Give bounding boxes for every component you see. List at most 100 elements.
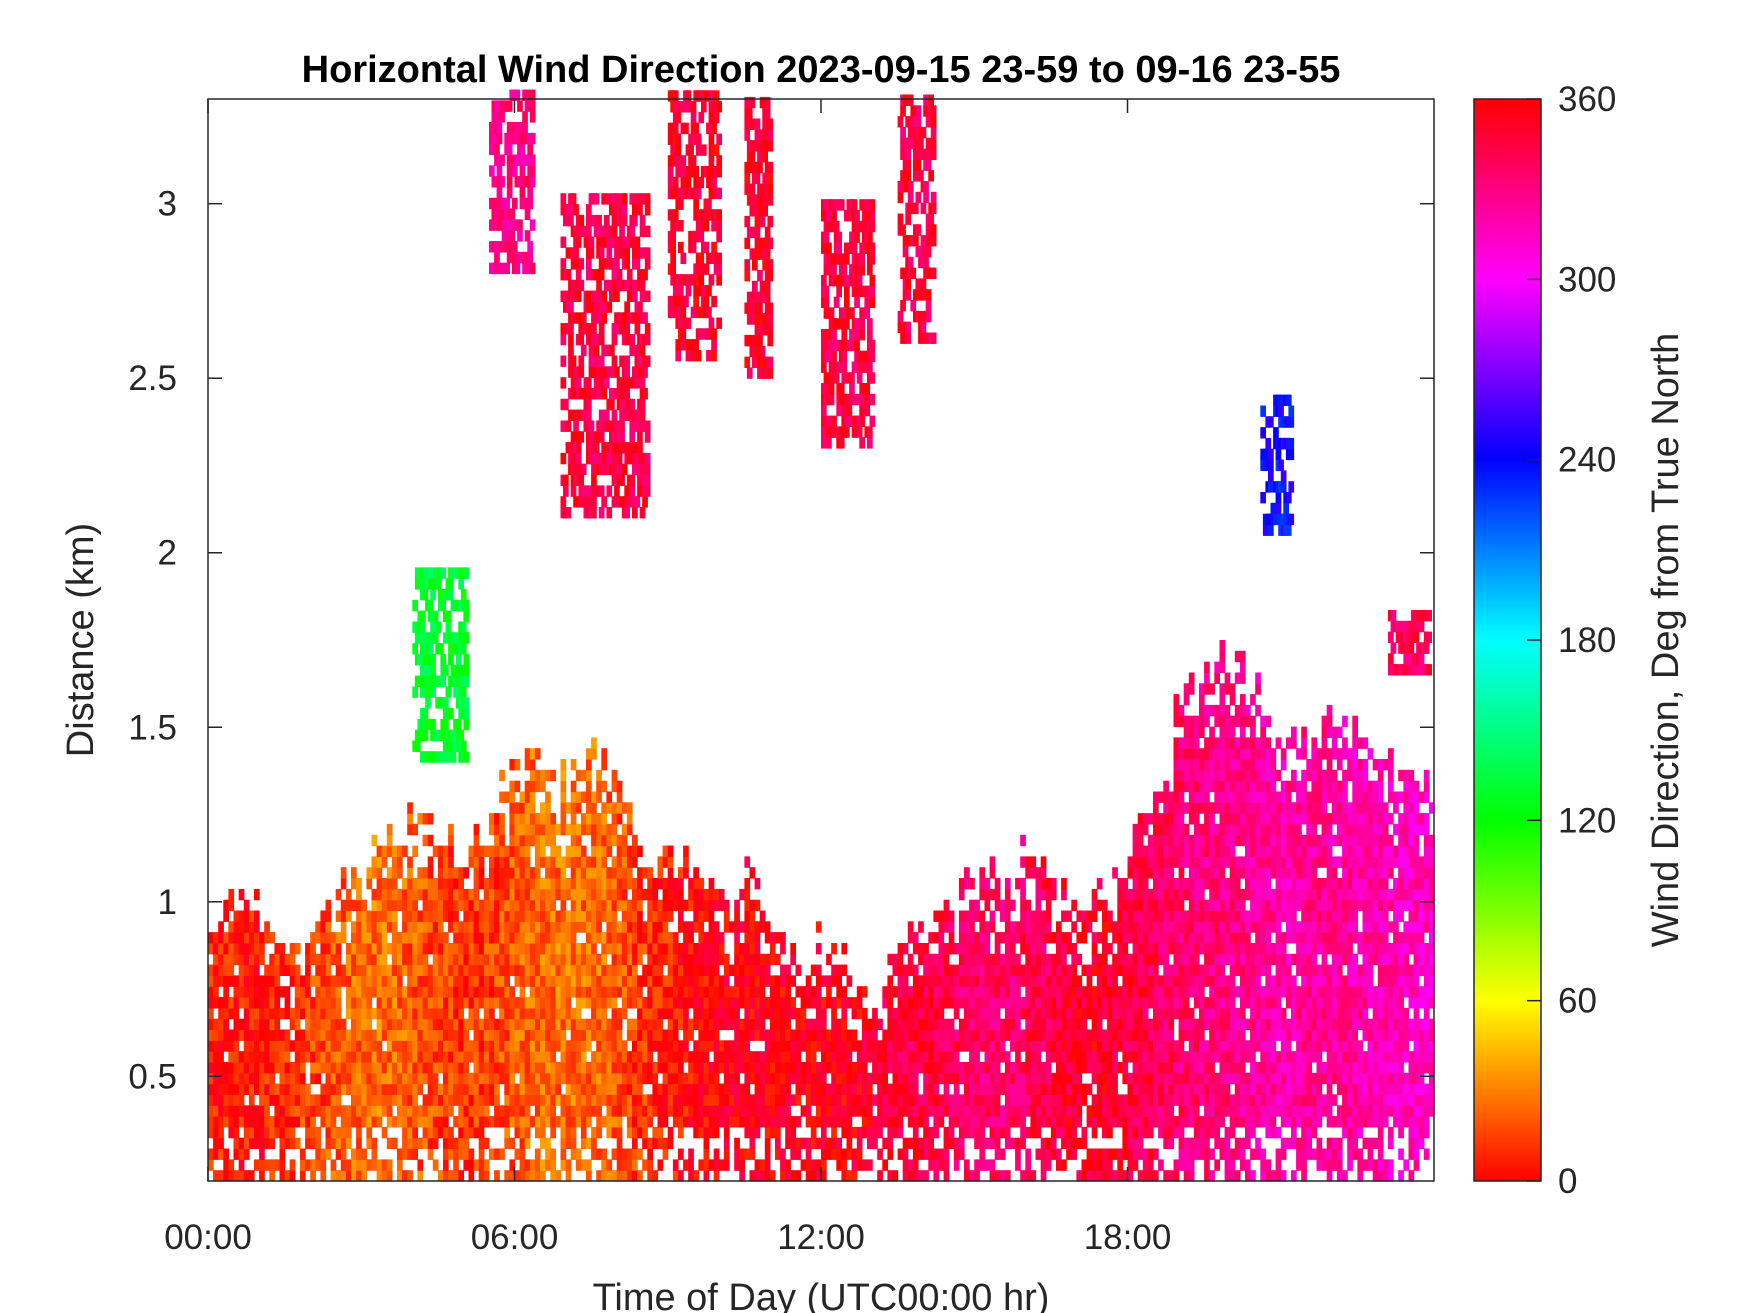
data-cell	[381, 986, 388, 998]
data-cell	[264, 1116, 270, 1128]
data-cell	[596, 1072, 602, 1085]
data-cell	[591, 953, 597, 966]
data-cell	[1035, 1040, 1042, 1052]
data-cell	[718, 1051, 725, 1063]
data-cell	[841, 1159, 848, 1171]
data-cell	[1117, 953, 1123, 966]
data-cell	[1214, 953, 1220, 966]
data-cell	[361, 921, 367, 933]
data-cell	[274, 1062, 281, 1074]
data-cell	[310, 1137, 316, 1150]
data-cell	[483, 921, 490, 933]
data-cell	[417, 813, 424, 825]
data-cell	[892, 1170, 899, 1182]
data-cell	[376, 1007, 383, 1020]
data-cell	[744, 986, 751, 998]
data-cell	[974, 1083, 980, 1095]
data-cell	[432, 1094, 439, 1106]
data-cell	[448, 1007, 454, 1020]
data-cell	[233, 1007, 240, 1020]
data-cell	[810, 1083, 817, 1095]
data-cell	[851, 1062, 858, 1074]
data-cell	[1163, 791, 1169, 803]
data-cell	[1142, 856, 1149, 868]
data-cell	[601, 1116, 607, 1128]
data-cell	[856, 1105, 863, 1117]
data-cell	[744, 1126, 751, 1139]
data-cell	[228, 997, 235, 1009]
data-cell	[693, 1051, 699, 1063]
data-cell	[407, 878, 413, 890]
data-cell	[1132, 997, 1139, 1009]
data-cell	[1147, 921, 1154, 933]
data-cell	[718, 1007, 725, 1020]
data-cell	[1163, 823, 1169, 836]
data-cell	[693, 997, 699, 1009]
data-cell	[1096, 1051, 1103, 1063]
data-cell	[1107, 1116, 1113, 1128]
data-cell	[958, 910, 965, 922]
data-cell	[596, 1094, 602, 1106]
data-cell	[213, 1094, 219, 1106]
data-cell	[1209, 813, 1215, 825]
data-cell	[1050, 1040, 1057, 1052]
data-cell	[1137, 1148, 1144, 1160]
data-cell	[1219, 1062, 1226, 1074]
data-cell	[626, 1018, 633, 1031]
data-cell	[1183, 856, 1190, 868]
data-cell	[810, 1116, 817, 1128]
data-cell	[437, 1170, 444, 1182]
data-cell	[928, 1137, 934, 1150]
data-cell	[601, 759, 607, 771]
data-cell	[1199, 1126, 1205, 1139]
data-cell	[1178, 1083, 1185, 1095]
data-cell	[1040, 878, 1047, 890]
data-cell	[274, 1126, 281, 1139]
data-cell	[1061, 1137, 1067, 1150]
data-cell	[463, 932, 470, 944]
data-cell	[443, 1029, 449, 1041]
data-cell	[718, 1040, 725, 1052]
data-cell	[667, 899, 674, 912]
data-cell	[550, 878, 556, 890]
data-cell	[790, 1170, 796, 1182]
data-cell	[483, 888, 490, 901]
data-cell	[1158, 834, 1164, 847]
data-cell	[1153, 953, 1159, 966]
data-cell	[708, 986, 715, 998]
data-cell	[463, 1051, 470, 1063]
data-cell	[1122, 878, 1129, 890]
data-cell	[872, 1007, 878, 1020]
data-cell	[448, 943, 454, 955]
data-cell	[519, 1094, 526, 1106]
data-cell	[238, 1170, 245, 1182]
data-cell	[953, 975, 960, 987]
data-cell	[688, 1105, 694, 1117]
data-cell	[953, 1051, 960, 1063]
data-cell	[468, 964, 475, 976]
data-cell	[841, 1170, 848, 1182]
data-cell	[785, 1137, 791, 1150]
data-cell	[376, 867, 383, 879]
data-cell	[580, 1137, 587, 1150]
data-cell	[831, 1137, 837, 1150]
data-cell	[238, 1105, 245, 1117]
data-cell	[269, 1018, 275, 1031]
data-cell	[657, 921, 664, 933]
data-cell	[841, 1083, 848, 1095]
data-cell	[775, 997, 781, 1009]
data-cell	[1010, 953, 1016, 966]
data-cell	[351, 1148, 357, 1160]
data-cell	[759, 953, 766, 966]
data-cell	[386, 845, 393, 857]
data-cell	[386, 1094, 393, 1106]
data-cell	[1081, 1094, 1088, 1106]
data-cell	[698, 943, 705, 955]
data-cell	[632, 1105, 638, 1117]
data-cell	[800, 1007, 807, 1020]
data-cell	[509, 1105, 516, 1117]
data-cell	[1137, 964, 1144, 976]
data-cell	[386, 1170, 393, 1182]
data-cell	[626, 1029, 633, 1041]
data-cell	[1188, 802, 1195, 814]
